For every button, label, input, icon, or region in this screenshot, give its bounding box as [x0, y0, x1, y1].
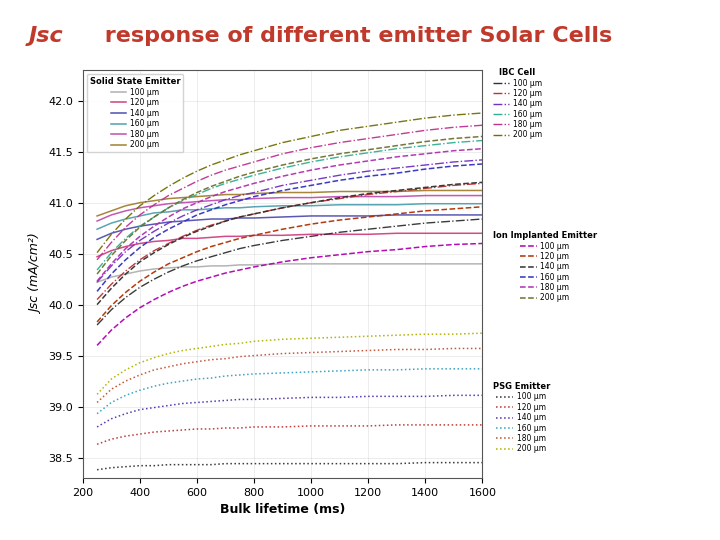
Text: Jsc: Jsc	[29, 26, 63, 46]
X-axis label: Bulk lifetime (ms): Bulk lifetime (ms)	[220, 503, 346, 516]
Y-axis label: Jsc (mA/cm²): Jsc (mA/cm²)	[30, 234, 42, 314]
Text: response of different emitter Solar Cells: response of different emitter Solar Cell…	[97, 26, 613, 46]
Legend: 100 μm, 120 μm, 140 μm, 160 μm, 180 μm, 200 μm: 100 μm, 120 μm, 140 μm, 160 μm, 180 μm, …	[490, 380, 552, 456]
